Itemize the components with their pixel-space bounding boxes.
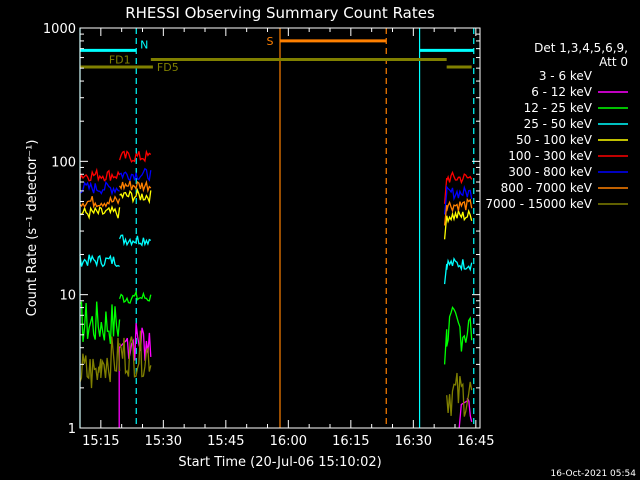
x-tick-label: 16:45 xyxy=(457,434,494,449)
y-tick-label: 1000 xyxy=(43,22,76,37)
series-800-7000-kev-segment-1 xyxy=(119,179,152,194)
series-300-800-kev-segment-1 xyxy=(119,167,152,182)
x-tick-label: 16:00 xyxy=(270,434,307,449)
flag-bars: N FD1 FD5 S xyxy=(80,35,474,74)
series-100-300-kev-segment-1 xyxy=(118,149,152,163)
series-12-25-kev-segment-2 xyxy=(443,305,473,365)
legend: Det 1,3,4,5,6,9, Att 0 3 - 6 keV 6 - 12 k… xyxy=(485,41,628,211)
legend-label-7000-15000-kev: 7000 - 15000 keV xyxy=(485,197,592,211)
footer-timestamp: 16-Oct-2021 05:54 xyxy=(551,469,637,479)
series-800-7000-kev-segment-2 xyxy=(443,197,473,226)
series-6-12-kev-segment-0 xyxy=(118,323,152,428)
x-axis: 15:15 15:30 15:45 16:00 16:15 16:30 16:45 xyxy=(79,28,495,449)
flag-label-fd5: FD5 xyxy=(157,61,179,74)
flag-label-n: N xyxy=(140,38,148,51)
x-tick-label: 16:15 xyxy=(332,434,369,449)
series-50-100-kev-segment-2 xyxy=(443,208,473,240)
legend-header-line-2: Att 0 xyxy=(599,55,628,69)
series-50-100-kev-segment-0 xyxy=(79,205,121,220)
legend-label-6-12-kev: 6 - 12 keV xyxy=(531,85,593,99)
legend-header-line-1: Det 1,3,4,5,6,9, xyxy=(534,41,628,55)
series-7000-15000-kev-segment-0 xyxy=(79,336,121,389)
y-tick-label: 1 xyxy=(68,422,76,437)
x-tick-label: 15:15 xyxy=(82,434,119,449)
plot-frame xyxy=(79,27,481,429)
series-100-300-kev-segment-2 xyxy=(443,170,473,204)
y-tick-label: 100 xyxy=(51,155,76,170)
series-25-50-kev-segment-1 xyxy=(119,234,152,247)
x-axis-label: Start Time (20-Jul-06 15:10:02) xyxy=(178,455,381,470)
legend-label-25-50-kev: 25 - 50 keV xyxy=(524,117,593,131)
legend-label-800-7000-kev: 800 - 7000 keV xyxy=(501,181,593,195)
y-tick-label: 10 xyxy=(59,289,76,304)
x-tick-label: 15:30 xyxy=(145,434,182,449)
flag-label-fd1: FD1 xyxy=(109,54,131,67)
series-50-100-kev-segment-1 xyxy=(119,187,152,205)
chart-title: RHESSI Observing Summary Count Rates xyxy=(125,4,435,22)
legend-label-100-300-kev: 100 - 300 keV xyxy=(508,149,592,163)
series-12-25-kev-segment-0 xyxy=(79,300,121,344)
legend-label-12-25-kev: 12 - 25 keV xyxy=(524,101,593,115)
y-axis: 1 10 100 1000 xyxy=(43,22,480,437)
series-100-300-kev-segment-0 xyxy=(79,167,121,183)
legend-label-50-100-kev: 50 - 100 keV xyxy=(516,133,593,147)
legend-label-300-800-kev: 300 - 800 keV xyxy=(508,165,592,179)
series-7000-15000-kev-segment-1 xyxy=(118,330,152,378)
data-series xyxy=(79,149,473,429)
legend-label-3-6-kev: 3 - 6 keV xyxy=(539,69,593,83)
series-25-50-kev-segment-2 xyxy=(443,257,473,285)
x-tick-label: 16:30 xyxy=(395,434,432,449)
x-tick-label: 15:45 xyxy=(207,434,244,449)
flag-label-s: S xyxy=(267,35,274,48)
series-300-800-kev-segment-2 xyxy=(443,185,473,215)
series-800-7000-kev-segment-0 xyxy=(79,195,121,209)
series-12-25-kev-segment-1 xyxy=(118,289,152,304)
series-25-50-kev-segment-0 xyxy=(79,254,120,268)
series-300-800-kev-segment-0 xyxy=(79,180,120,196)
series-7000-15000-kev-segment-2 xyxy=(446,372,473,417)
y-axis-label: Count Rate (s⁻¹ detector⁻¹) xyxy=(25,140,40,317)
